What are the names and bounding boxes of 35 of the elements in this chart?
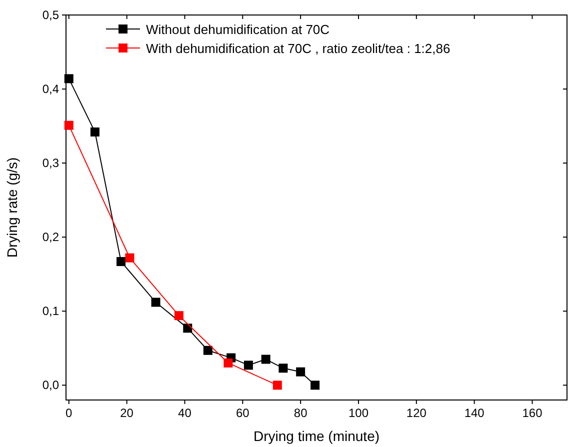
point — [90, 127, 100, 136]
x-tick-label: 120 — [406, 406, 427, 420]
point — [296, 367, 306, 376]
x-tick-label: 20 — [120, 406, 134, 420]
x-tick-label: 0 — [66, 406, 73, 420]
y-tick-label: 0,4 — [42, 82, 60, 96]
point — [244, 360, 253, 370]
x-tick-label: 160 — [522, 406, 543, 420]
y-tick-label: 0,2 — [42, 230, 60, 244]
y-tick-label: 0,5 — [42, 8, 60, 22]
point — [64, 120, 74, 130]
point — [310, 380, 320, 390]
point — [203, 346, 212, 355]
y-tick-label: 0,1 — [42, 304, 60, 318]
x-tick-label: 80 — [294, 406, 308, 420]
y-tick-label: 0,0 — [42, 378, 60, 392]
y-tick-label: 0,3 — [42, 156, 60, 170]
point — [183, 324, 192, 333]
point — [151, 298, 160, 307]
point — [125, 253, 134, 262]
x-tick-label: 140 — [464, 406, 485, 420]
x-tick-label: 40 — [178, 406, 192, 420]
legend-label: With dehumidification at 70C , ratio zeolit/tea : 1:2,86 — [146, 41, 450, 56]
y-axis-title: Drying rate (g/s) — [4, 157, 20, 258]
point — [174, 311, 184, 320]
point — [64, 74, 74, 84]
x-tick-label: 100 — [348, 406, 369, 420]
legend-label: Without dehumidification at 70C — [146, 22, 330, 37]
point — [116, 257, 126, 266]
point — [278, 364, 288, 373]
point — [261, 354, 270, 364]
point — [272, 380, 282, 390]
point — [224, 358, 233, 368]
x-axis-title: Drying time (minute) — [253, 428, 380, 444]
x-tick-label: 60 — [236, 406, 250, 420]
